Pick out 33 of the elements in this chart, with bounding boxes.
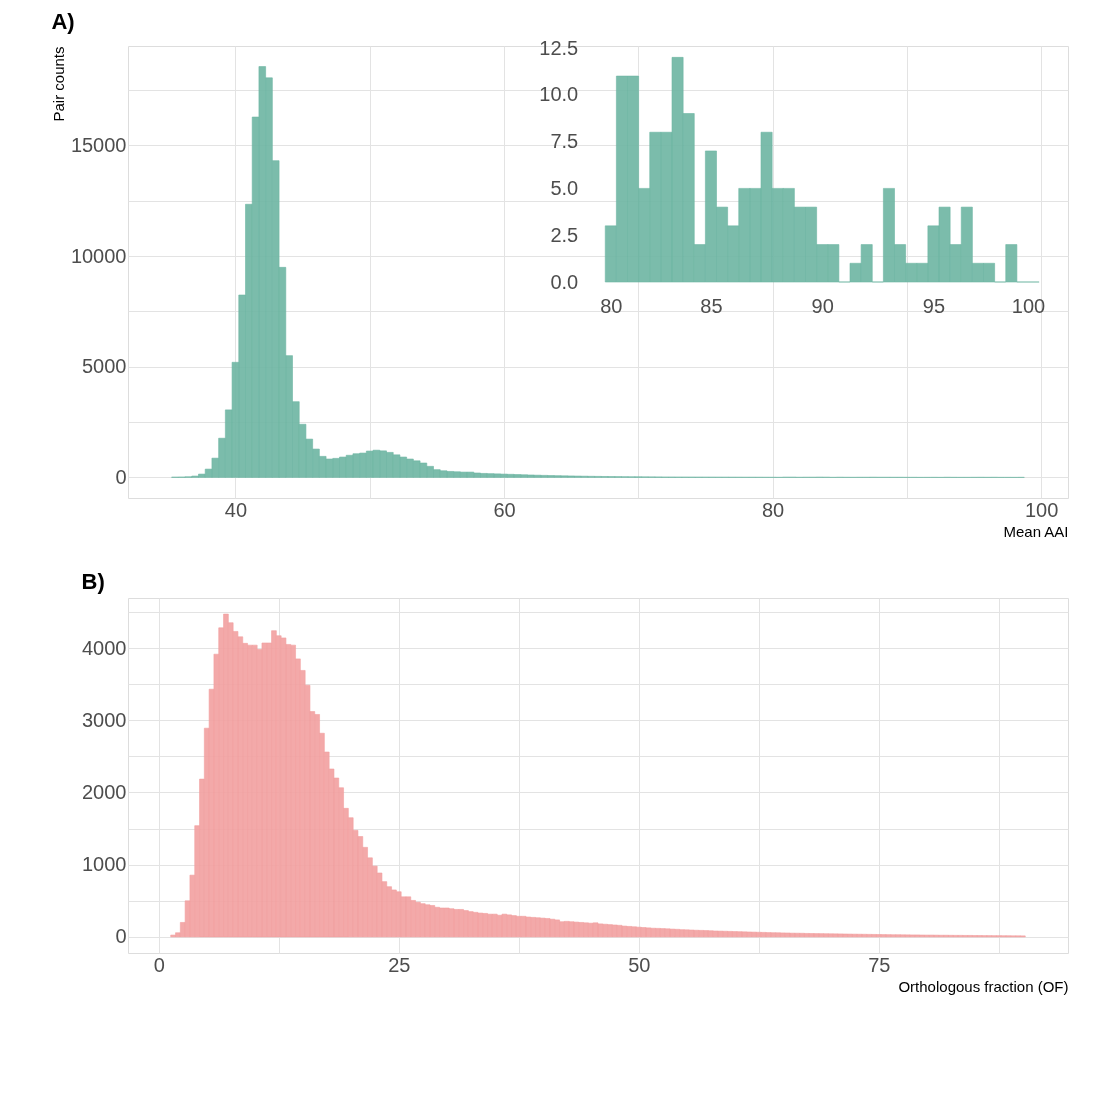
x-tick-label: 0 xyxy=(153,953,165,976)
x-tick-label: 40 xyxy=(224,498,248,521)
y-tick-label: 10.0 xyxy=(539,83,579,106)
y-tick-label: 0 xyxy=(115,925,127,948)
x-axis-title: Mean AAI xyxy=(1003,522,1069,540)
x-tick-label: 60 xyxy=(493,498,516,521)
y-tick-label: 15000 xyxy=(70,133,127,156)
y-tick-label: 10000 xyxy=(70,244,127,267)
y-tick-label: 0.0 xyxy=(550,270,579,293)
y-tick-label: 7.5 xyxy=(550,130,579,153)
chart-title: B) xyxy=(81,569,105,594)
x-tick-label: 90 xyxy=(811,294,834,317)
x-tick-label: 80 xyxy=(761,498,785,521)
y-tick-label: 4000 xyxy=(82,636,127,659)
x-tick-label: 25 xyxy=(388,953,411,976)
x-tick-label: 100 xyxy=(1011,294,1046,317)
x-tick-label: 50 xyxy=(628,953,651,976)
y-tick-label: 0 xyxy=(115,465,127,488)
y-axis-title: Pair counts xyxy=(49,46,67,122)
y-tick-label: 2000 xyxy=(82,780,127,803)
y-tick-label: 12.5 xyxy=(539,36,579,59)
x-axis-title: Orthologous fraction (OF) xyxy=(898,977,1069,995)
x-tick-label: 95 xyxy=(922,294,946,317)
y-tick-label: 5000 xyxy=(82,355,127,378)
x-tick-label: 75 xyxy=(868,953,891,976)
y-tick-label: 3000 xyxy=(82,708,127,731)
y-tick-label: 5.0 xyxy=(550,176,579,199)
x-tick-label: 85 xyxy=(700,294,723,317)
x-tick-label: 80 xyxy=(600,294,623,317)
x-tick-label: 100 xyxy=(1024,498,1059,521)
chart-title: A) xyxy=(51,9,75,34)
y-tick-label: 2.5 xyxy=(550,223,579,246)
y-tick-label: 1000 xyxy=(82,853,127,876)
